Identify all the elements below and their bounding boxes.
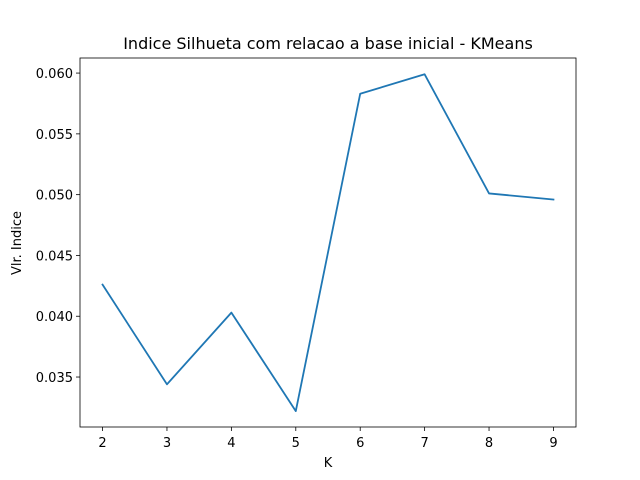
x-axis-label: K <box>324 456 333 471</box>
y-tick-label: 0.035 <box>36 371 73 386</box>
y-tick-label: 0.040 <box>36 310 73 325</box>
x-tick-label: 3 <box>163 436 171 451</box>
x-tick-label: 7 <box>420 436 428 451</box>
x-tick-label: 4 <box>227 436 235 451</box>
y-axis-ticks: 0.035 0.040 0.045 0.050 0.055 0.060 <box>36 67 80 386</box>
x-tick-label: 8 <box>485 436 493 451</box>
series-layer <box>101 73 555 412</box>
x-tick-label: 5 <box>292 436 300 451</box>
x-tick-label: 9 <box>549 436 557 451</box>
x-tick-label: 6 <box>356 436 364 451</box>
x-tick-label: 2 <box>98 436 106 451</box>
y-tick-label: 0.060 <box>36 67 73 82</box>
y-tick-label: 0.055 <box>36 128 73 143</box>
x-axis-ticks: 2 3 4 5 6 7 8 9 <box>98 427 558 451</box>
y-axis-label: Vlr. Indice <box>10 211 25 275</box>
series-line <box>101 73 555 412</box>
plot-area-background <box>80 58 576 427</box>
plot-frame <box>79 57 577 428</box>
y-tick-label: 0.045 <box>36 249 73 264</box>
chart-title: Indice Silhueta com relacao a base inici… <box>123 34 533 53</box>
y-tick-label: 0.050 <box>36 189 73 204</box>
